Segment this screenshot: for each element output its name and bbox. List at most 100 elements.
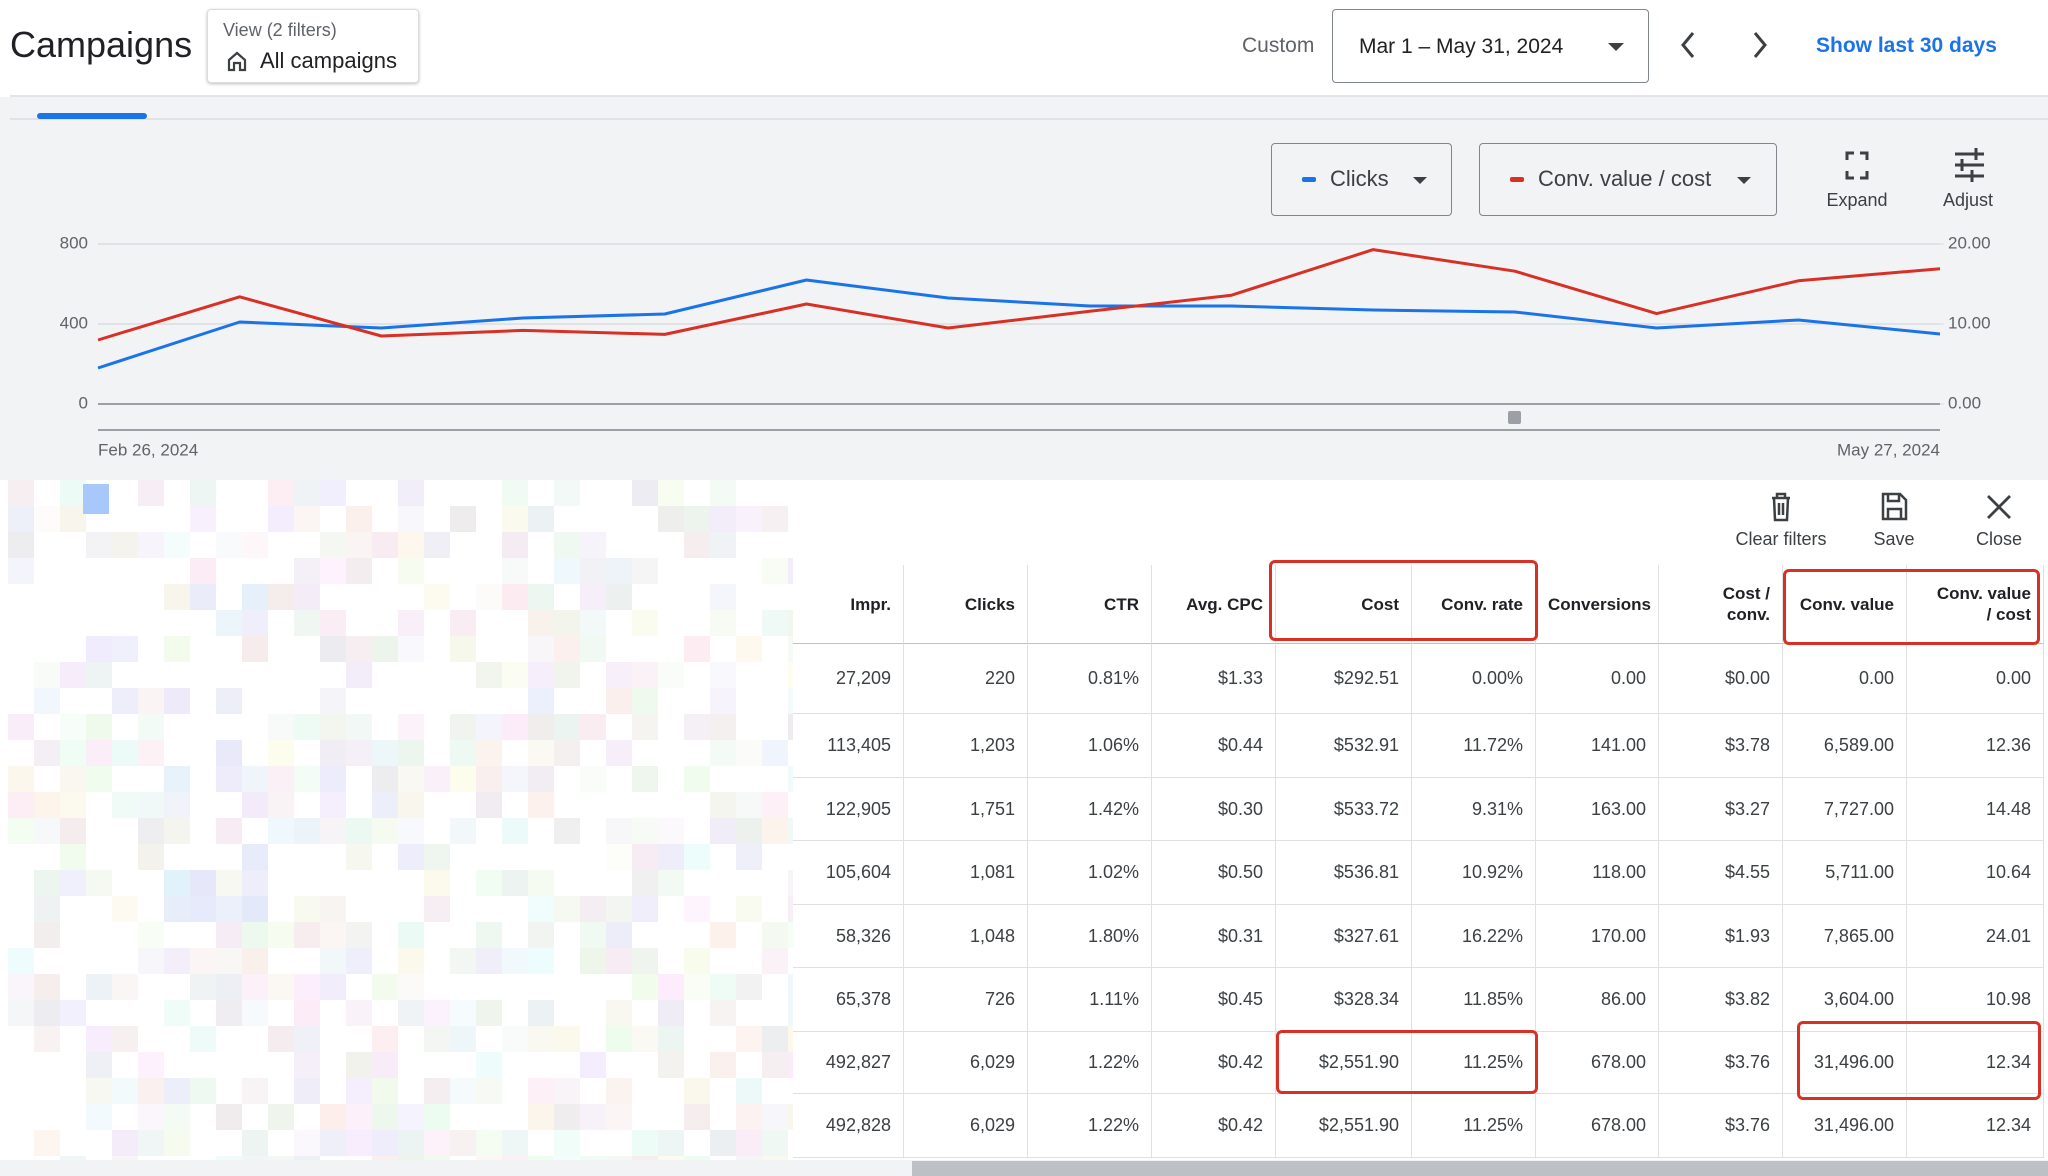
blurred-cell [710, 662, 736, 688]
adjust-label[interactable]: Adjust [1943, 190, 1993, 210]
date-label: Custom [1242, 34, 1315, 57]
column-header[interactable]: Clicks [904, 565, 1028, 644]
blurred-cell [450, 948, 476, 974]
show-last-link[interactable]: Show last 30 days [1816, 34, 1997, 57]
blurred-cell [788, 922, 793, 948]
table-cell: 0.00 [1783, 644, 1907, 714]
blurred-cell [242, 792, 268, 818]
previous-button[interactable] [1676, 30, 1700, 60]
blurred-cell [398, 948, 424, 974]
blurred-cell [8, 1000, 34, 1026]
metric-dropdown[interactable]: Conv. value / cost [1479, 143, 1777, 216]
column-header[interactable]: Impr. [793, 565, 904, 644]
blurred-cell [190, 948, 216, 974]
blurred-cell [580, 610, 606, 636]
blurred-cell [294, 506, 320, 532]
blurred-cell [762, 818, 788, 844]
table-cell: 1,081 [904, 841, 1028, 905]
blurred-cell [242, 766, 268, 792]
blurred-cell [476, 662, 502, 688]
highlight-box [1276, 1030, 1538, 1094]
blurred-cell [502, 532, 528, 558]
blurred-cell [424, 870, 450, 896]
table-cell: 105,604 [793, 841, 904, 905]
blurred-cell [372, 1104, 398, 1130]
blurred-cell [632, 1026, 658, 1052]
date-range-picker[interactable]: Mar 1 – May 31, 2024 [1332, 9, 1649, 83]
blurred-cell [398, 480, 424, 506]
blurred-cell [684, 766, 710, 792]
clear-filters-button[interactable]: Clear filters [1716, 490, 1846, 550]
scrollbar-thumb[interactable] [912, 1161, 2048, 1176]
table-cell: 678.00 [1536, 1032, 1659, 1094]
column-header[interactable]: Avg. CPC [1152, 565, 1276, 644]
blurred-cell [242, 636, 268, 662]
table-cell: 3,604.00 [1783, 968, 1907, 1032]
blurred-cell [502, 1156, 528, 1160]
view-selector[interactable]: View (2 filters) All campaigns [207, 9, 419, 83]
blurred-cell [710, 1130, 736, 1156]
table-cell: 24.01 [1907, 905, 2044, 968]
close-button[interactable]: Close [1934, 490, 2048, 550]
table-cell: $532.91 [1276, 714, 1412, 778]
blurred-cell [294, 558, 320, 584]
dropdown-caret [1608, 43, 1624, 51]
dropdown-caret [1413, 177, 1427, 184]
table-cell: 1.06% [1028, 714, 1152, 778]
expand-label[interactable]: Expand [1826, 190, 1887, 210]
blurred-cell [346, 506, 372, 532]
save-button[interactable]: Save [1829, 490, 1959, 550]
blurred-cell [502, 1026, 528, 1052]
blurred-cell [216, 688, 242, 714]
expand-icon[interactable] [1845, 151, 1869, 180]
save-label: Save [1873, 529, 1915, 549]
table-cell: 12.34 [1907, 1094, 2044, 1158]
blurred-cell [164, 1104, 190, 1130]
blurred-cell [398, 974, 424, 1000]
blurred-cell [580, 1156, 606, 1160]
blurred-cell [320, 558, 346, 584]
blurred-cell [450, 1130, 476, 1156]
blurred-cell [788, 714, 793, 740]
table-cell: 1.11% [1028, 968, 1152, 1032]
blurred-cell [424, 532, 450, 558]
blurred-cell [424, 1078, 450, 1104]
blurred-cell [112, 532, 138, 558]
next-button[interactable] [1748, 30, 1772, 60]
blurred-cell [606, 1078, 632, 1104]
blurred-cell [242, 870, 268, 896]
table-cell: $3.78 [1659, 714, 1783, 778]
blurred-cell [632, 818, 658, 844]
column-header[interactable]: Conversions [1536, 565, 1659, 644]
blurred-cell [86, 974, 112, 1000]
blurred-cell [398, 1000, 424, 1026]
blurred-cell [632, 844, 658, 870]
blurred-cell [112, 1130, 138, 1156]
blurred-cell [112, 792, 138, 818]
blurred-cell [528, 506, 554, 532]
table-cell: 12.36 [1907, 714, 2044, 778]
blurred-cell [398, 1104, 424, 1130]
blurred-cell [762, 740, 788, 766]
column-header[interactable]: Cost [1276, 565, 1412, 644]
blurred-cell [34, 896, 60, 922]
blurred-cell [346, 1078, 372, 1104]
metric-dropdown[interactable]: Clicks [1271, 143, 1452, 216]
adjust-icon[interactable] [1955, 148, 1984, 182]
blurred-cell [606, 1000, 632, 1026]
blurred-cell [502, 870, 528, 896]
table-cell: 7,727.00 [1783, 778, 1907, 841]
blurred-cell [346, 1000, 372, 1026]
table-cell: $1.93 [1659, 905, 1783, 968]
blurred-cell [190, 558, 216, 584]
column-header[interactable]: Cost / conv. [1659, 565, 1783, 644]
blurred-cell [554, 662, 580, 688]
blurred-cell [372, 1078, 398, 1104]
blurred-cell [632, 974, 658, 1000]
column-header[interactable]: CTR [1028, 565, 1152, 644]
range-handle[interactable] [1508, 411, 1521, 424]
blurred-cell [138, 818, 164, 844]
blurred-cell [138, 922, 164, 948]
blurred-cell [424, 1026, 450, 1052]
